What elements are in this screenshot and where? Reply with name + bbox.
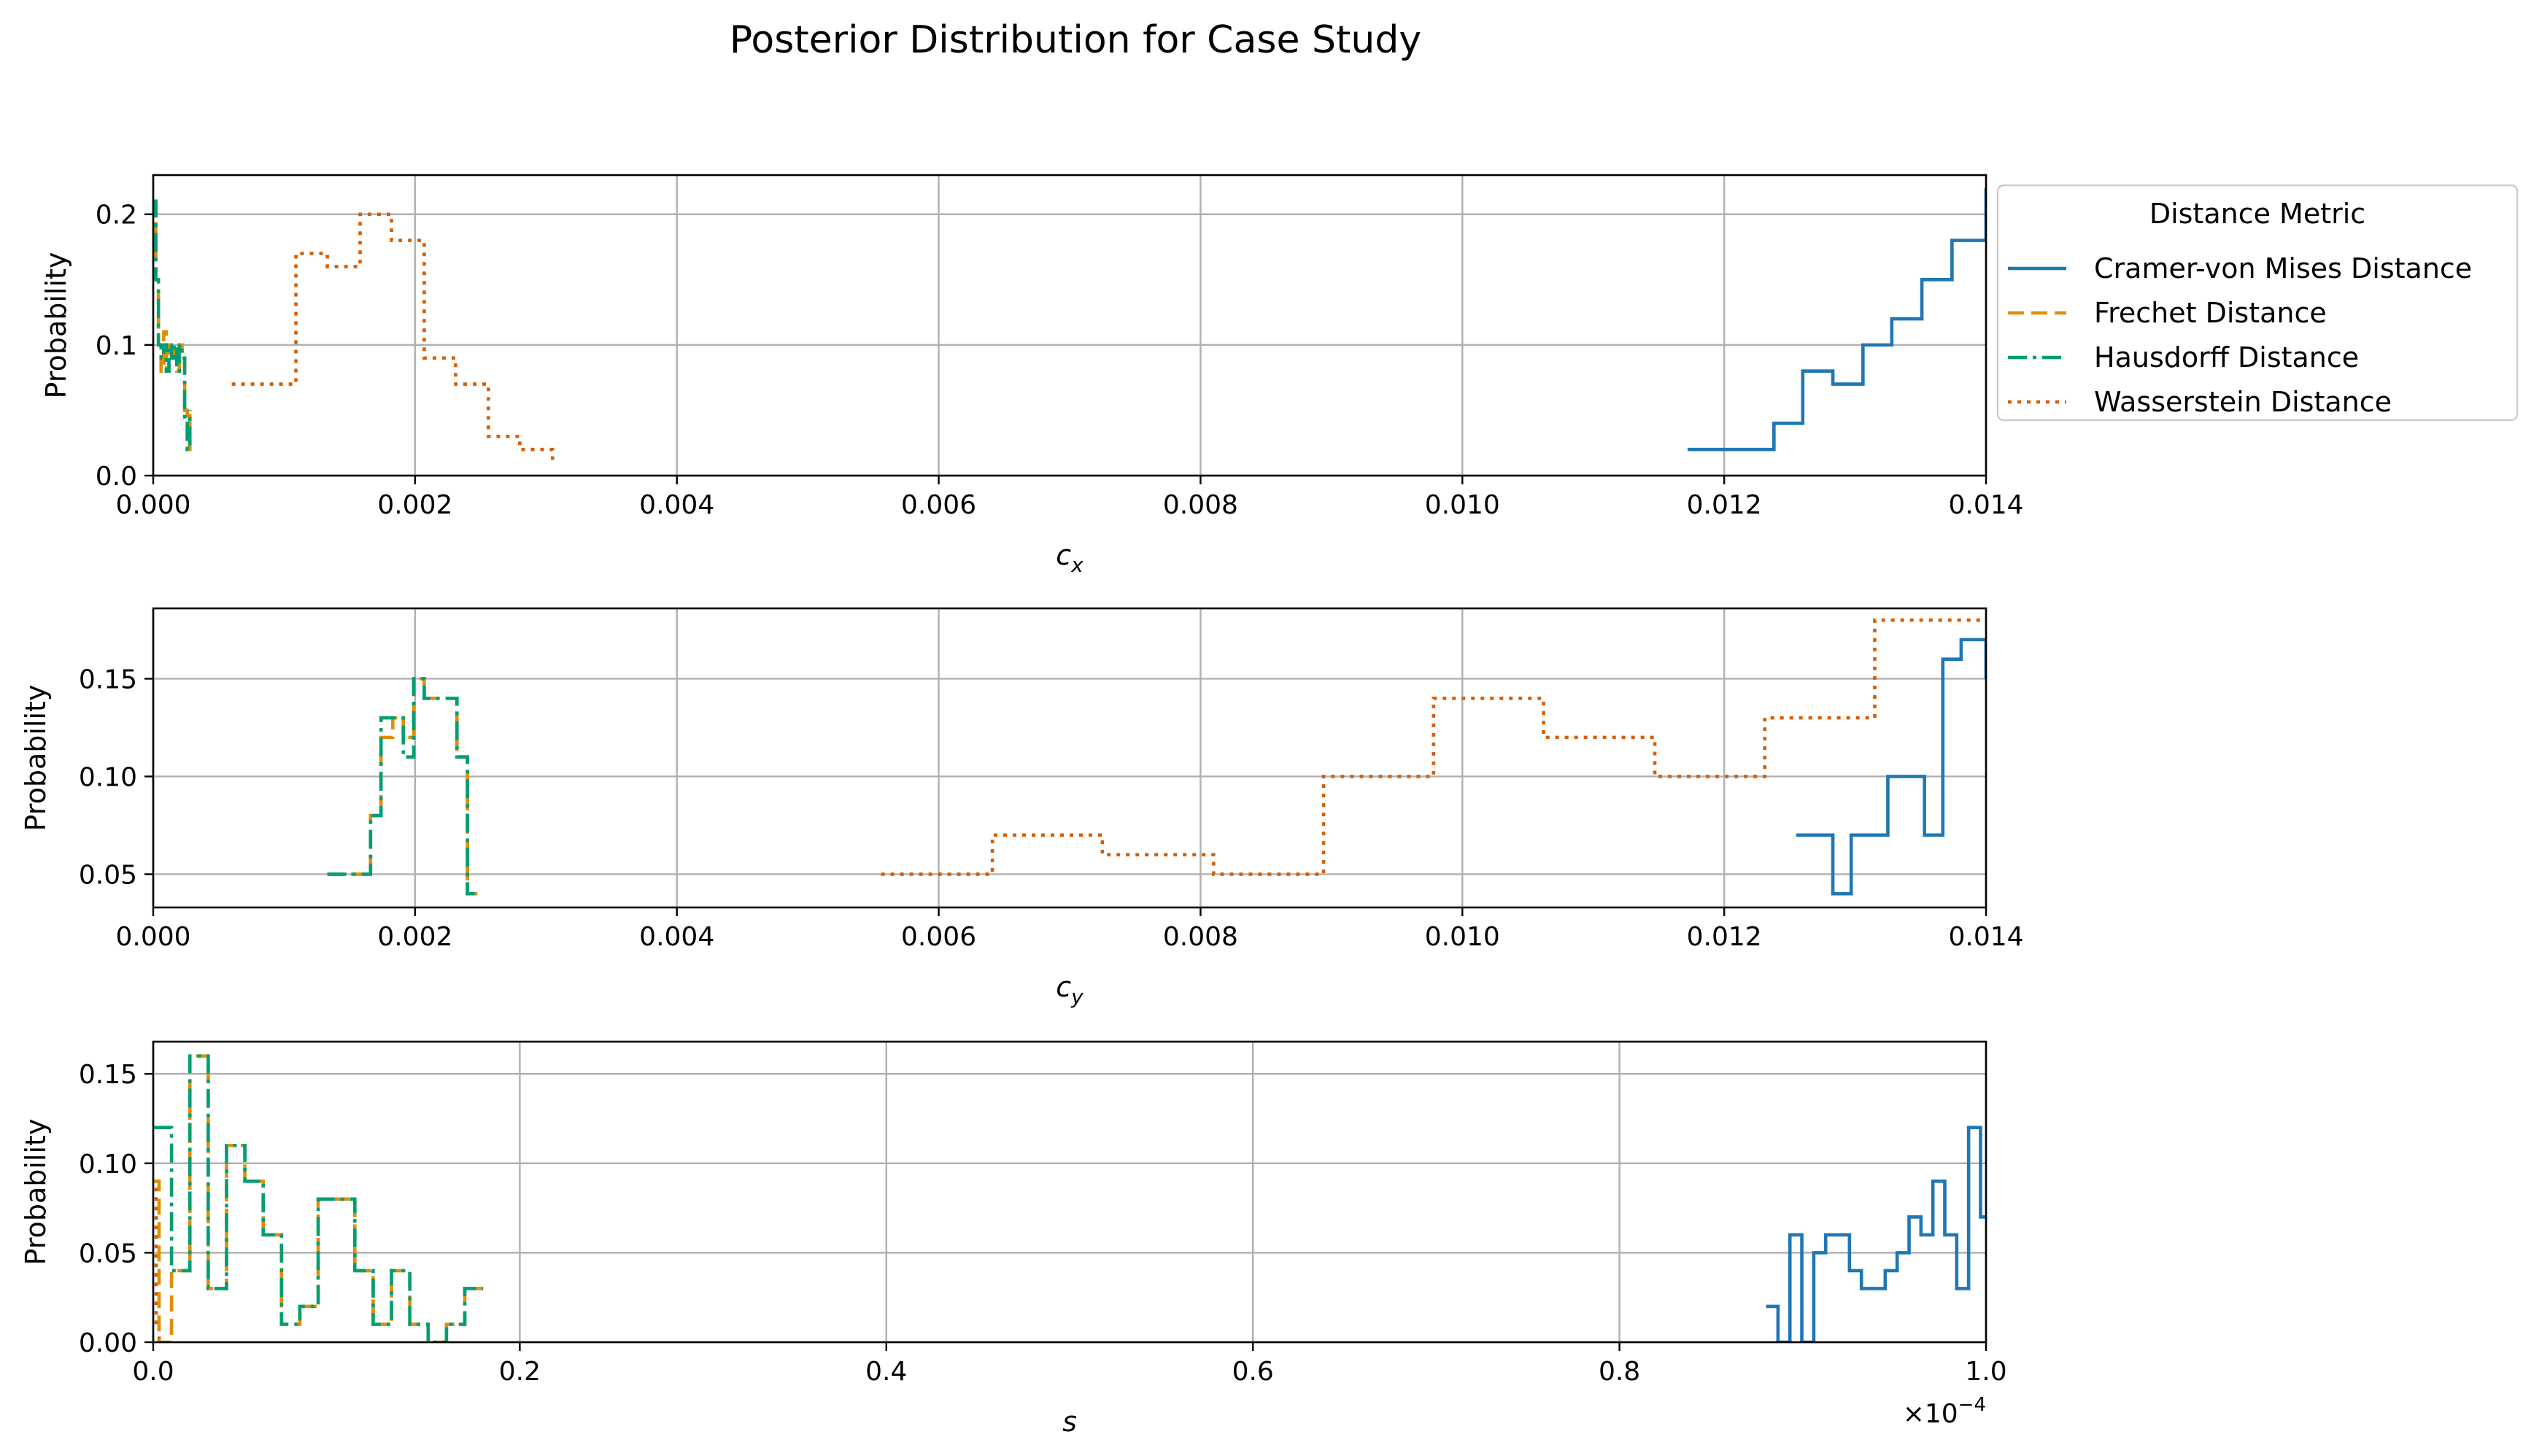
x-tick-label: 0.002 xyxy=(377,922,452,952)
y-tick-label: 0.05 xyxy=(79,860,137,890)
legend-entry-label: Frechet Distance xyxy=(2094,297,2327,329)
x-tick-label: 0.012 xyxy=(1687,922,1762,952)
x-tick-label: 0.002 xyxy=(377,490,452,520)
axes-frame xyxy=(152,1040,1987,1344)
x-tick-label: 1.0 xyxy=(1965,1357,2006,1387)
y-tick-label: 0.0 xyxy=(96,462,137,492)
series-line-wasserstein-distance xyxy=(881,618,1986,876)
x-tick-label: 0.012 xyxy=(1687,490,1762,520)
grid xyxy=(152,1042,1987,1344)
x-tick-label: 0.006 xyxy=(901,490,976,520)
x-tick-label: 0.008 xyxy=(1163,922,1238,952)
series-line-frechet-distance xyxy=(327,677,478,896)
series-line-hausdorff-distance xyxy=(153,1054,484,1342)
x-axis-label: cy xyxy=(1056,971,1083,1009)
x-tick-label: 0.2 xyxy=(499,1357,541,1387)
axes-frame xyxy=(152,174,1987,477)
y-tick-label: 0.15 xyxy=(79,665,137,694)
x-tick-label: 0.010 xyxy=(1425,922,1500,952)
grid xyxy=(152,175,1987,477)
x-axis-label: cx xyxy=(1056,539,1083,577)
series-line-cramer-von-mises-distance xyxy=(1796,638,1986,896)
legend-frame xyxy=(1996,184,2519,422)
panels: 0.000 0.002 0.004 0.006 0.008 0.010 0.012 0.014… xyxy=(20,174,2024,1438)
series-group xyxy=(153,187,1986,463)
x-tick-label: 0.014 xyxy=(1948,922,2023,952)
subplot-3: 0.0 0.2 0.4 0.6 0.8 1.0 0.00 0.05 0.10 0.15 Probab… xyxy=(20,1040,2007,1438)
series-line-hausdorff-distance xyxy=(153,199,192,452)
figure-title: Posterior Distribution for Case Study xyxy=(730,18,1421,62)
x-tick-label: 0.004 xyxy=(639,922,714,952)
y-axis-label: Probability xyxy=(20,1119,52,1266)
x-tick-label: 0.000 xyxy=(115,922,190,952)
y-tick-label: 0.10 xyxy=(79,1150,137,1180)
y-tick-label: 0.2 xyxy=(96,201,137,231)
x-tick-label: 0.8 xyxy=(1599,1357,1640,1387)
y-tick-label: 0.00 xyxy=(79,1328,137,1358)
x-tick-label: 0.010 xyxy=(1425,490,1500,520)
y-axis-label: Probability xyxy=(20,685,52,832)
y-axis-label: Probability xyxy=(40,252,72,399)
series-line-wasserstein-distance xyxy=(231,212,555,463)
axes-frame xyxy=(152,607,1987,909)
x-tick-label: 0.006 xyxy=(901,922,976,952)
legend-entry-label: Wasserstein Distance xyxy=(2094,386,2392,418)
y-tick-label: 0.1 xyxy=(96,331,137,361)
y-tick-label: 0.05 xyxy=(79,1239,137,1269)
legend-entry-label: Hausdorff Distance xyxy=(2094,341,2359,373)
series-line-cramer-von-mises-distance xyxy=(1687,187,1986,452)
x-tick-label: 0.000 xyxy=(115,490,190,520)
x-tick-label: 0.4 xyxy=(865,1357,907,1387)
legend-entry-label: Cramer-von Mises Distance xyxy=(2094,252,2472,284)
legend: Distance Metric Cramer-von Mises Distance… xyxy=(1996,184,2519,422)
series-group xyxy=(327,618,1986,896)
subplot-1: 0.000 0.002 0.004 0.006 0.008 0.010 0.012 0.014… xyxy=(40,174,2024,577)
x-tick-label: 0.008 xyxy=(1163,490,1238,520)
x-tick-label: 0.0 xyxy=(132,1357,174,1387)
x-tick-label: 0.004 xyxy=(639,490,714,520)
series-line-hausdorff-distance xyxy=(327,677,478,896)
x-axis-label: s xyxy=(1062,1406,1077,1438)
series-group xyxy=(153,1054,1986,1342)
x-tick-label: 0.014 xyxy=(1948,490,2023,520)
subplot-2: 0.000 0.002 0.004 0.006 0.008 0.010 0.012 0.014… xyxy=(20,607,2024,1009)
y-tick-label: 0.10 xyxy=(79,762,137,792)
axis-offset-label: ×10−4 xyxy=(1903,1394,1986,1429)
legend-title: Distance Metric xyxy=(2149,198,2365,230)
y-tick-label: 0.15 xyxy=(79,1060,137,1090)
x-tick-label: 0.6 xyxy=(1232,1357,1274,1387)
grid xyxy=(152,608,1987,907)
series-line-cramer-von-mises-distance xyxy=(1766,1126,1986,1342)
